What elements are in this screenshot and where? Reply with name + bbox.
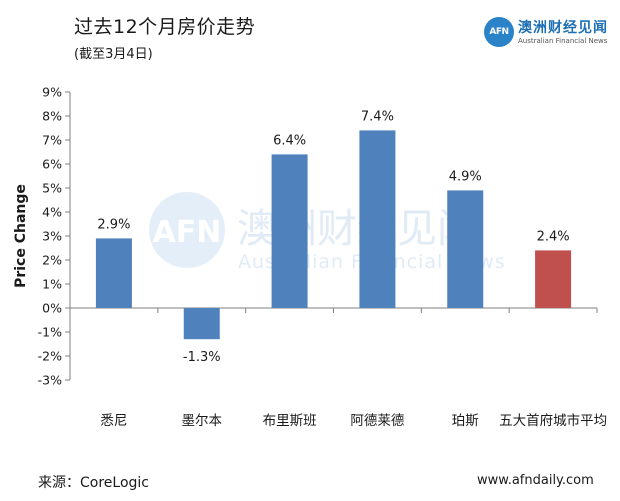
website-note: www.afndaily.com: [477, 473, 594, 488]
data-label: 4.9%: [449, 169, 482, 184]
y-tick-label: 8%: [42, 109, 62, 124]
y-tick-label: 4%: [42, 205, 62, 220]
watermark-mark: AFN: [153, 215, 222, 250]
data-label: 2.4%: [537, 229, 570, 244]
data-label: 7.4%: [361, 109, 394, 124]
bar: [359, 130, 396, 308]
bar: [271, 154, 308, 308]
y-tick-label: 9%: [42, 85, 62, 100]
x-category-label: 悉尼: [100, 413, 127, 429]
y-tick-label: 5%: [42, 181, 62, 196]
chart-axes: -3% -2% -1% 0% 1% 2% 3% 4% 5% 6% 7% 8% 9% Price Chang…: [13, 85, 598, 388]
data-label: -1.3%: [183, 350, 221, 365]
y-axis-label: Price Change: [13, 184, 29, 288]
x-category-label: 五大首府城市平均: [499, 412, 607, 429]
data-label: 6.4%: [273, 133, 306, 148]
bar: [535, 250, 572, 308]
x-category-label: 阿德莱德: [350, 413, 404, 429]
y-tick-label: 2%: [42, 253, 62, 268]
data-label: 2.9%: [97, 217, 130, 232]
chart-subtitle: (截至3月4日): [74, 47, 153, 62]
x-category-label: 墨尔本: [182, 413, 223, 429]
bar: [447, 190, 484, 308]
brand-logo: AFN 澳洲财经见闻 Australian Financial News: [484, 17, 614, 51]
y-tick-label: 3%: [42, 229, 62, 244]
chart-bars: [95, 130, 572, 340]
y-tick-label: -1%: [38, 325, 62, 340]
y-tick-label: 0%: [42, 301, 62, 316]
chart-labels: 2.9% 悉尼 -1.3% 墨尔本 6.4% 布里斯班 7.4% 阿德莱德 4.9% 珀斯 2.4%…: [97, 109, 607, 429]
logo-name-en: Australian Financial News: [518, 37, 608, 45]
chart-title: 过去12个月房价走势: [74, 16, 256, 38]
y-tick-label: 1%: [42, 277, 62, 292]
bar: [183, 308, 220, 340]
y-tick-label: -3%: [38, 373, 62, 388]
source-note: 来源：CoreLogic: [38, 475, 149, 491]
watermark-circle-icon: [149, 192, 225, 268]
y-tick-label: 7%: [42, 133, 62, 148]
x-category-label: 珀斯: [452, 413, 479, 429]
afn-logo-icon: AFN: [484, 17, 514, 47]
logo-name-cn: 澳洲财经见闻: [518, 20, 608, 36]
y-tick-label: 6%: [42, 157, 62, 172]
bar: [95, 238, 132, 308]
x-category-label: 布里斯班: [263, 413, 317, 429]
y-tick-label: -2%: [38, 349, 62, 364]
